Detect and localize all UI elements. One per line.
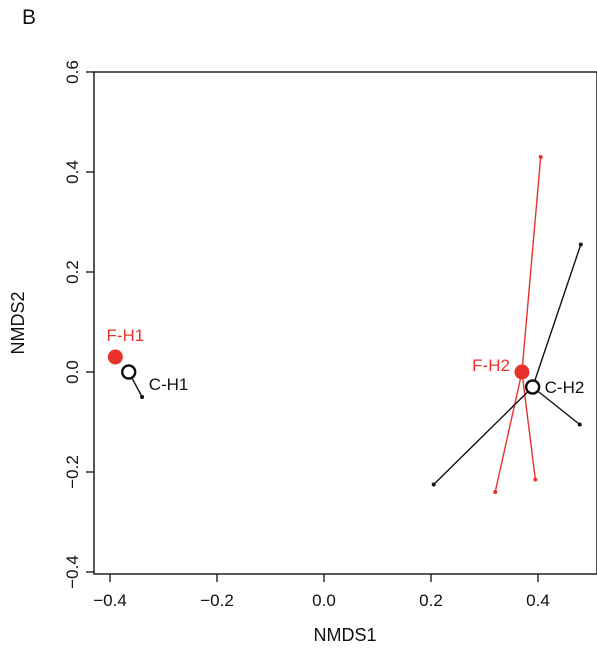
spoke-line [532,386,581,426]
x-tick-label: 0.2 [419,591,443,610]
spoke-line [433,386,534,485]
member-point [140,395,145,399]
member-point [578,242,583,247]
spoke-line [494,371,523,493]
x-axis-title: NMDS1 [313,625,376,645]
centroid-marker-open [121,364,137,380]
x-tick-label: −0.2 [200,591,234,610]
y-axis-title: NMDS2 [8,291,28,354]
member-point [493,490,498,494]
centroid-marker-filled [107,349,123,365]
y-tick-label: −0.2 [63,455,82,489]
spoke-line [521,371,537,480]
spoke-line [531,244,582,388]
spoke-line [521,156,542,373]
x-tick-label: 0.4 [526,591,550,610]
group-label: F-H2 [472,356,510,375]
member-point [577,422,582,427]
y-tick-label: 0.6 [63,60,82,84]
centroid-marker-filled [514,364,530,380]
x-axis: −0.4 −0.2 0.0 0.2 0.4 [93,574,550,610]
member-point [538,155,543,159]
plot-frame [93,71,597,575]
group-label: F-H1 [106,326,144,345]
x-tick-label: 0.0 [312,591,336,610]
centroid-marker-open [524,379,541,395]
y-tick-label: 0.2 [63,260,82,284]
y-tick-label: 0.0 [63,360,82,384]
group-label: C-H1 [149,375,189,394]
x-tick-label: −0.4 [93,591,127,610]
group-markers: F-H1 C-H1 F-H2 C-H2 [106,326,584,397]
member-point [431,482,436,487]
y-tick-label: −0.4 [63,555,82,589]
y-axis: −0.4 −0.2 0.0 0.2 0.4 0.6 [63,60,94,589]
group-label: C-H2 [545,378,585,397]
y-tick-label: 0.4 [63,160,82,184]
panel-label: B [22,6,37,29]
group-spokes [128,155,583,494]
member-point [533,477,538,482]
